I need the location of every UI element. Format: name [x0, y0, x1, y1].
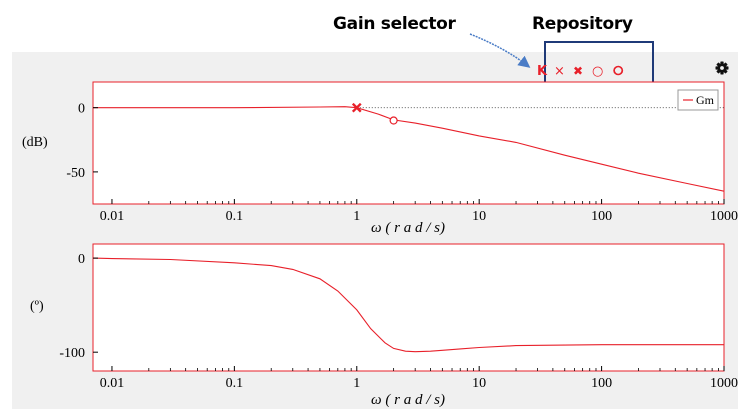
magnitude-x-tick-label: 10	[472, 209, 486, 224]
magnitude-marker-layer	[351, 102, 398, 125]
phase-x-tick-label: 1000	[710, 376, 738, 391]
phase-y-ticks: 0 -100	[59, 252, 98, 361]
magnitude-x-tick-label: 0.1	[226, 209, 244, 224]
magnitude-legend-entry: Gm	[696, 93, 715, 107]
magnitude-plot: 0.01 0.1 1 10 100 1000 0 -50 (dB) ω ( r a d / …	[22, 81, 738, 236]
magnitude-x-tick-label: 1000	[710, 209, 738, 224]
magnitude-x-tick-label: 100	[591, 209, 612, 224]
magnitude-y-tick-label: -50	[66, 166, 85, 181]
magnitude-x-tick-label: 0.01	[100, 209, 125, 224]
phase-x-tick-label: 10	[472, 376, 486, 391]
phase-x-tick-label: 1	[353, 376, 360, 391]
magnitude-series-line	[93, 106, 725, 192]
phase-y-tick-label: 0	[78, 252, 85, 267]
repository-item-bold-circle[interactable]: ⭘	[613, 64, 624, 79]
repository-item-bold-cross[interactable]: ✖	[573, 64, 583, 78]
pole-cross-marker[interactable]	[351, 102, 362, 113]
magnitude-series-layer	[93, 106, 725, 192]
phase-plot: 0.01 0.1 1 10 100 1000 0 -100 (º) ω ( r a d / …	[30, 243, 738, 408]
phase-x-ticks: 0.01 0.1 1 10 100 1000	[100, 366, 738, 391]
gain-selector-annotation: Gain selector	[333, 14, 456, 34]
magnitude-x-tick-label: 1	[353, 209, 360, 224]
phase-plot-frame	[92, 243, 725, 372]
repository-annotation: Repository	[532, 14, 633, 34]
magnitude-y-tick-label: 0	[78, 102, 85, 117]
magnitude-y-ticks: 0 -50	[66, 102, 98, 181]
magnitude-x-ticks: 0.01 0.1 1 10 100 1000	[100, 199, 738, 224]
gain-selector-arrow	[469, 33, 531, 68]
phase-x-tick-label: 0.1	[226, 376, 244, 391]
phase-x-tick-label: 100	[591, 376, 612, 391]
magnitude-plot-frame	[92, 81, 725, 205]
magnitude-x-axis-label: ω ( r a d / s)	[371, 220, 445, 236]
magnitude-legend: Gm	[677, 89, 719, 111]
repository-item-thin-cross[interactable]: ×	[554, 64, 565, 79]
phase-series-line	[92, 257, 724, 353]
magnitude-y-axis-label: (dB)	[22, 135, 48, 150]
phase-series-layer	[92, 257, 724, 353]
phase-y-axis-label: (º)	[30, 299, 44, 314]
phase-y-tick-label: -100	[59, 346, 85, 361]
repository-item-thin-circle[interactable]: ○	[592, 64, 603, 79]
gear-icon[interactable]	[715, 61, 729, 75]
zero-circle-marker[interactable]	[389, 116, 398, 125]
phase-x-axis-label: ω ( r a d / s)	[371, 392, 445, 408]
gain-button[interactable]: K	[537, 64, 548, 79]
phase-x-tick-label: 0.01	[100, 376, 125, 391]
